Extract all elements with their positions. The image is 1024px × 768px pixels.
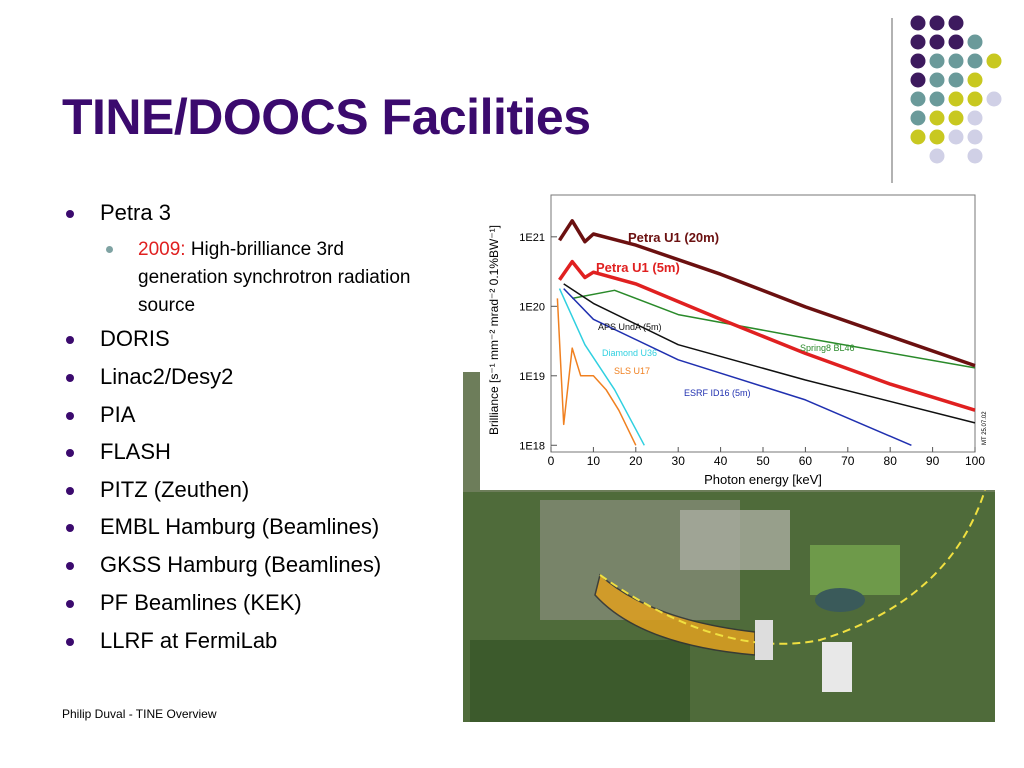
dot — [929, 148, 945, 164]
dot — [948, 129, 964, 145]
series-line — [556, 298, 637, 446]
dot — [929, 72, 945, 88]
bullet-dot — [66, 487, 74, 495]
sub-text: High-brilliance 3rd generation synchrotr… — [138, 239, 411, 316]
bullet: PF Beamlines (KEK) — [100, 590, 302, 615]
bullet-dot — [66, 374, 74, 382]
bullet-dot — [66, 600, 74, 608]
bullet: Petra 3 — [100, 200, 171, 225]
dot — [910, 129, 926, 145]
x-tick-label: 100 — [965, 454, 985, 468]
dot — [967, 53, 983, 69]
year: 2009: — [138, 239, 186, 260]
y-tick-label: 1E19 — [519, 371, 545, 383]
x-tick-label: 40 — [714, 454, 728, 468]
y-tick-label: 1E20 — [519, 301, 545, 313]
series-line — [563, 283, 976, 424]
x-tick-label: 30 — [672, 454, 686, 468]
footer: Philip Duval - TINE Overview — [62, 707, 217, 721]
decor-dots — [910, 15, 1002, 164]
dot — [910, 15, 926, 31]
bullet: PITZ (Zeuthen) — [100, 477, 250, 502]
bullet: LLRF at FermiLab — [100, 628, 278, 653]
series-label: Petra U1 (20m) — [628, 230, 719, 245]
series-label: Petra U1 (5m) — [596, 260, 680, 275]
bullet-dot — [66, 412, 74, 420]
bullet-dot — [66, 638, 74, 646]
x-tick-label: 10 — [587, 454, 601, 468]
bullet: FLASH — [100, 439, 171, 464]
dot — [948, 34, 964, 50]
y-axis-label: Brilliance [s⁻¹ mm⁻² mrad⁻² 0.1%BW⁻¹] — [487, 225, 501, 435]
series-label: APS UndA (5m) — [598, 322, 662, 332]
series-line — [558, 288, 645, 446]
dot — [948, 15, 964, 31]
dot — [929, 91, 945, 107]
dot — [967, 129, 983, 145]
dot — [929, 53, 945, 69]
dot — [948, 72, 964, 88]
bullet-dot — [66, 524, 74, 532]
bullet-dot — [66, 210, 74, 218]
dot — [929, 110, 945, 126]
bullet: PIA — [100, 402, 136, 427]
note: MT 25.07.02 — [982, 411, 988, 445]
dot — [948, 91, 964, 107]
x-tick-label: 50 — [756, 454, 770, 468]
series-label: ESRF ID16 (5m) — [684, 388, 751, 398]
series-label: Diamond U36 — [602, 348, 657, 358]
dot — [910, 91, 926, 107]
dot — [929, 34, 945, 50]
series-label: SLS U17 — [614, 366, 650, 376]
sub-bullet: 2009: High-brilliance 3rd generation syn… — [138, 236, 438, 320]
dot — [986, 91, 1002, 107]
title: TINE/DOOCS Facilities — [62, 89, 591, 145]
series-line — [563, 288, 912, 446]
chart: 0 10 20 30 40 50 60 70 80 90 100 1E18 1E19 1E20 1E21 Ph… — [487, 219, 988, 487]
dot — [967, 72, 983, 88]
dot — [929, 15, 945, 31]
dot — [967, 110, 983, 126]
series-label: Spring8 BL46 — [800, 343, 855, 353]
dot — [967, 91, 983, 107]
bullet-dot — [66, 562, 74, 570]
x-tick-label: 60 — [799, 454, 813, 468]
x-axis-label: Photon energy [keV] — [704, 472, 822, 487]
x-tick-label: 90 — [926, 454, 940, 468]
dot — [967, 34, 983, 50]
dot — [948, 110, 964, 126]
bullet-dot — [66, 336, 74, 344]
bullet: Linac2/Desy2 — [100, 364, 234, 389]
dot — [910, 110, 926, 126]
series-line — [558, 259, 976, 412]
dot — [986, 53, 1002, 69]
bullet: EMBL Hamburg (Beamlines) — [100, 514, 380, 539]
sub-bullet-dot — [106, 246, 113, 253]
dot — [948, 53, 964, 69]
y-tick-label: 1E18 — [519, 440, 545, 452]
dot — [910, 72, 926, 88]
series-line — [572, 289, 976, 369]
bullet: GKSS Hamburg (Beamlines) — [100, 552, 382, 577]
x-tick-label: 20 — [629, 454, 643, 468]
dot — [929, 129, 945, 145]
dot — [910, 34, 926, 50]
x-tick-label: 0 — [548, 454, 555, 468]
bullet: DORIS — [100, 326, 170, 351]
chart-bg — [480, 187, 995, 490]
series-line — [558, 219, 976, 368]
dot — [910, 53, 926, 69]
x-tick-label: 80 — [884, 454, 898, 468]
y-tick-label: 1E21 — [519, 232, 545, 244]
x-tick-label: 70 — [841, 454, 855, 468]
bullet-dot — [66, 449, 74, 457]
dot — [967, 148, 983, 164]
